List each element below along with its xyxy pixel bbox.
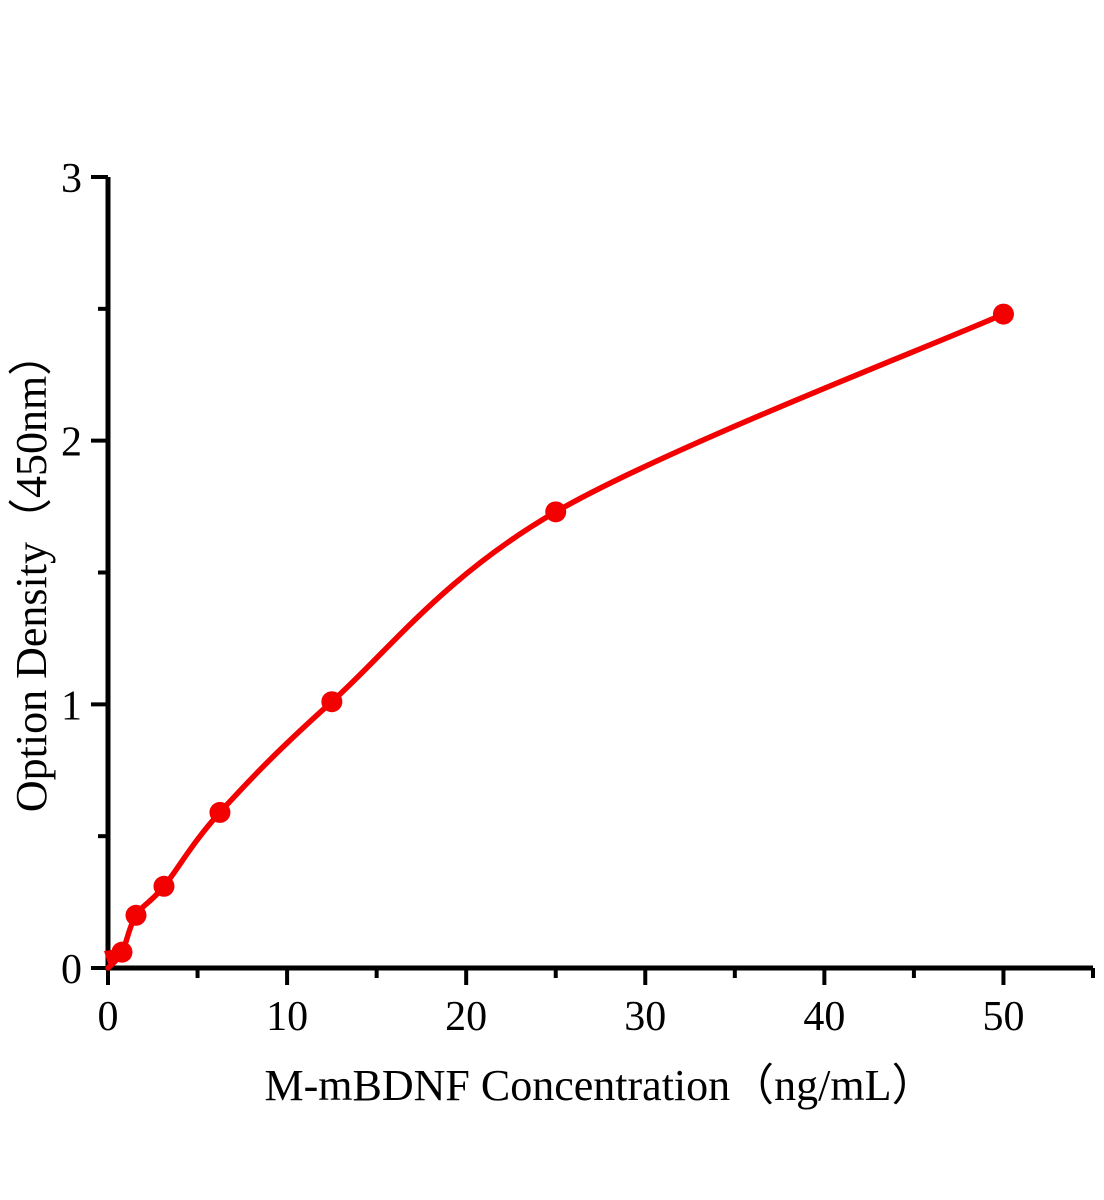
data-series-layer <box>104 303 1014 971</box>
data-point <box>153 875 175 897</box>
ticks-layer <box>91 175 1095 985</box>
x-axis-title: M-mBDNF Concentration（ng/mL） <box>265 1061 936 1110</box>
x-tick-label: 0 <box>98 994 119 1040</box>
data-point <box>209 801 231 823</box>
data-point <box>125 904 147 926</box>
data-point <box>545 501 567 523</box>
y-tick-label: 2 <box>61 420 82 466</box>
y-tick-label: 1 <box>61 683 82 729</box>
axis-spine <box>105 177 1093 971</box>
x-tick-label: 50 <box>982 994 1024 1040</box>
x-tick-label: 30 <box>624 994 666 1040</box>
y-tick-label: 0 <box>61 947 82 993</box>
data-point <box>321 691 343 713</box>
axes-layer <box>105 177 1093 971</box>
y-axis-title: Option Density（450nm） <box>7 332 56 812</box>
fit-curve <box>105 311 1007 971</box>
data-point <box>992 303 1014 325</box>
x-tick-label: 20 <box>445 994 487 1040</box>
x-tick-label: 40 <box>803 994 845 1040</box>
y-tick-label: 3 <box>61 156 82 202</box>
x-tick-label: 10 <box>266 994 308 1040</box>
data-point <box>111 941 133 963</box>
